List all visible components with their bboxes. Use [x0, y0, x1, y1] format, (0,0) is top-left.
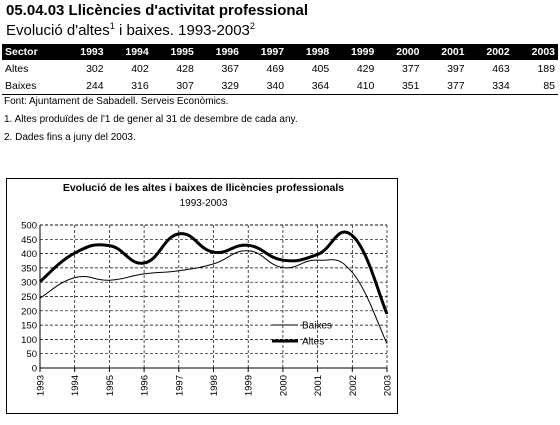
x-tick-label: 2002 [348, 375, 359, 396]
chart-subtitle: 1993-2003 [180, 198, 228, 209]
subtitle-mid: i baixes. 1993-2003 [114, 22, 250, 39]
subtitle-main: Evolució d'altes [6, 22, 110, 39]
table-header-year: 2000 [377, 44, 423, 60]
y-tick-label: 450 [21, 235, 37, 246]
series-line-altes [39, 230, 389, 315]
table-cell: 428 [176, 62, 194, 75]
table-cell: 377 [422, 77, 468, 95]
y-tick-label: 400 [21, 249, 37, 260]
series-line-baixes [39, 250, 388, 344]
table-header-year: 1995 [151, 44, 197, 60]
x-tick-label: 1996 [140, 375, 151, 396]
table-header-year: 2003 [512, 44, 558, 60]
table-header-year: 1998 [287, 44, 333, 60]
table-cell: 244 [61, 77, 107, 95]
table-cell: 397 [447, 62, 465, 75]
y-tick-label: 300 [21, 278, 37, 289]
table-cell: 189 [537, 62, 555, 75]
table-cell: 469 [266, 62, 285, 75]
table-header-year: 2001 [422, 44, 468, 60]
y-tick-label: 250 [21, 292, 37, 303]
page-title: 05.04.03 Llicències d'activitat professi… [6, 2, 309, 19]
table-row-altes: Altes 302 402 428 367 469 405 429 377 39… [2, 60, 558, 77]
x-tick-label: 2000 [278, 375, 289, 396]
data-table: Sector 1993 1994 1995 1996 1997 1998 199… [2, 44, 558, 95]
table-cell: 334 [467, 77, 513, 95]
table-cell: 463 [492, 62, 510, 75]
row-label: Altes [5, 62, 29, 75]
table-cell: 351 [377, 77, 423, 95]
table-header-year: 1993 [61, 44, 107, 60]
table-cell: 405 [311, 62, 330, 75]
table-header-year: 1994 [106, 44, 152, 60]
table-cell: 85 [512, 77, 558, 95]
subtitle-footnote-2: 2 [249, 21, 255, 31]
x-tick-label: 1999 [244, 375, 255, 396]
table-header-year: 1997 [241, 44, 288, 60]
subtitle-footnote-1: 1 [109, 21, 115, 31]
y-tick-label: 150 [21, 321, 37, 332]
chart-frame: Evolució de les altes i baixes de llicèn… [6, 178, 398, 414]
table-header-year: 1996 [196, 44, 242, 60]
y-tick-label: 0 [32, 364, 37, 375]
table-header-year: 2002 [467, 44, 513, 60]
source-note: Font: Ajuntament de Sabadell. Serveis Ec… [4, 96, 229, 107]
table-header-sector: Sector [2, 44, 62, 60]
table-cell: 410 [332, 77, 378, 95]
y-tick-label: 350 [21, 263, 37, 274]
table-cell: 329 [196, 77, 242, 95]
table-row-baixes: Baixes 244 316 307 329 340 364 410 351 3… [2, 77, 558, 95]
y-tick-label: 500 [21, 221, 37, 232]
y-tick-label: 200 [21, 306, 37, 317]
y-tick-label: 50 [26, 349, 37, 360]
y-tick-label: 100 [21, 335, 37, 346]
table-header-row: Sector 1993 1994 1995 1996 1997 1998 199… [2, 44, 558, 60]
table-cell: 340 [241, 77, 288, 95]
table-cell: 307 [151, 77, 197, 95]
x-tick-label: 1993 [36, 375, 47, 396]
table-cell: 402 [131, 62, 149, 75]
row-label: Baixes [2, 77, 62, 95]
table-cell: 367 [221, 62, 239, 75]
table-header-year: 1999 [332, 44, 378, 60]
legend-label-baixes: Baixes [302, 321, 332, 332]
table-cell: 364 [287, 77, 333, 95]
x-tick-label: 1995 [105, 375, 116, 396]
x-tick-label: 2001 [313, 375, 324, 396]
table-cell: 316 [106, 77, 152, 95]
page-subtitle: Evolució d'altes1 i baixes. 1993-20032 [6, 21, 255, 39]
line-chart: Evolució de les altes i baixes de llicèn… [21, 182, 394, 396]
legend-label-altes: Altes [302, 337, 324, 348]
table-cell: 377 [401, 62, 420, 75]
x-tick-label: 2003 [383, 375, 394, 396]
x-tick-label: 1997 [174, 375, 185, 396]
footnote-2: 2. Dades fins a juny del 2003. [4, 132, 136, 143]
table-cell: 429 [356, 62, 375, 75]
x-tick-label: 1998 [209, 375, 220, 396]
table-cell: 302 [86, 62, 104, 75]
chart-title: Evolució de les altes i baixes de llicèn… [63, 182, 344, 194]
footnote-1: 1. Altes produïdes de l'1 de gener al 31… [4, 114, 298, 125]
x-tick-label: 1994 [70, 375, 81, 396]
